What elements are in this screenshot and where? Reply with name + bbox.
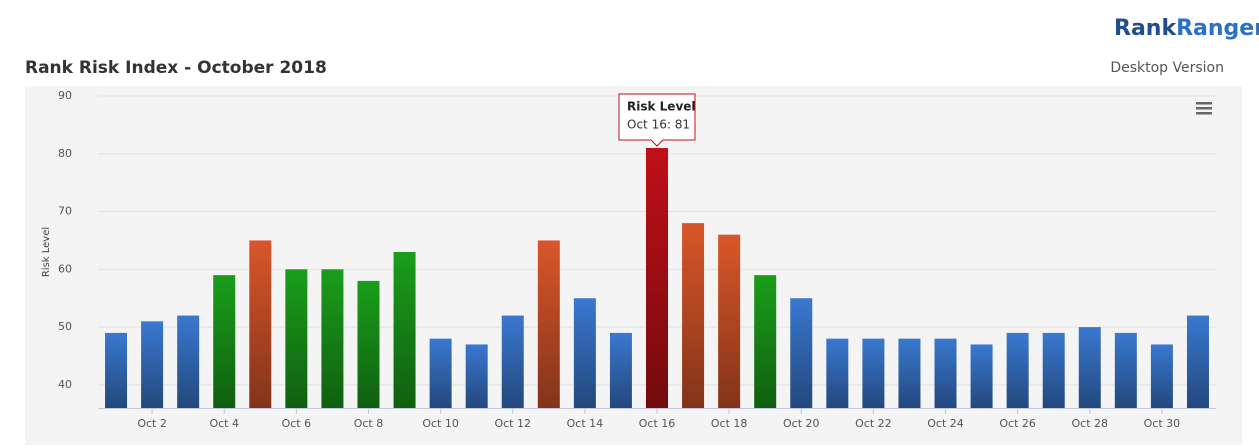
- x-tick-label: Oct 14: [567, 417, 604, 430]
- bar: [141, 321, 164, 408]
- y-tick-label: 40: [58, 378, 72, 391]
- menu-icon[interactable]: [1190, 96, 1218, 120]
- bar: [970, 344, 993, 408]
- y-tick-label: 80: [58, 147, 72, 160]
- bar: [1078, 327, 1101, 408]
- bar: [1150, 344, 1173, 408]
- logo-part: Ranger: [1176, 16, 1259, 41]
- bar: [177, 315, 200, 408]
- x-tick-label: Oct 30: [1144, 417, 1181, 430]
- bar: [862, 338, 885, 408]
- x-tick-label: Oct 24: [927, 417, 964, 430]
- logo-part: Rank: [1114, 16, 1177, 41]
- menu-line: [1196, 107, 1212, 110]
- bar: [826, 338, 849, 408]
- tooltip: Risk Level Oct 16: 81: [618, 93, 696, 147]
- x-tick-label: Oct 6: [282, 417, 312, 430]
- bar: [357, 280, 380, 408]
- x-tick-label: Oct 18: [711, 417, 748, 430]
- bar: [321, 269, 344, 408]
- bar: [718, 234, 741, 408]
- bar: [1186, 315, 1209, 408]
- bar: [501, 315, 524, 408]
- bar: [393, 252, 416, 408]
- x-tick-label: Oct 22: [855, 417, 892, 430]
- y-tick-label: 60: [58, 262, 72, 275]
- x-tick-label: Oct 26: [999, 417, 1036, 430]
- bar: [609, 332, 632, 408]
- bar: [249, 240, 272, 408]
- title: Rank Risk Index - October 2018: [25, 58, 327, 78]
- tooltip-title: Risk Level: [627, 100, 696, 114]
- bar: [213, 275, 236, 408]
- y-tick-label: 70: [58, 205, 72, 218]
- bar: [285, 269, 308, 408]
- x-tick-label: Oct 16: [639, 417, 676, 430]
- y-tick-label: 90: [58, 89, 72, 102]
- bar: [1042, 332, 1065, 408]
- bar: [1114, 332, 1137, 408]
- subtitle: Desktop Version: [1110, 60, 1224, 76]
- x-tick-label: Oct 8: [354, 417, 384, 430]
- x-tick-label: Oct 12: [494, 417, 531, 430]
- x-tick-label: Oct 4: [209, 417, 239, 430]
- bar: [898, 338, 921, 408]
- menu-line: [1196, 112, 1212, 115]
- y-tick-label: 50: [58, 320, 72, 333]
- y-axis-label: Risk Level: [41, 227, 52, 277]
- tooltip-text: Oct 16: 81: [627, 118, 690, 132]
- bar: [429, 338, 452, 408]
- menu-line: [1196, 102, 1212, 105]
- bar: [573, 298, 596, 408]
- bar: [646, 148, 668, 408]
- x-tick-label: Oct 20: [783, 417, 820, 430]
- x-tick-label: Oct 28: [1072, 417, 1109, 430]
- bar: [682, 223, 705, 408]
- logo: RankRanger: [1114, 16, 1259, 41]
- tooltip-box: [618, 93, 696, 147]
- bar: [790, 298, 813, 408]
- x-tick-label: Oct 10: [422, 417, 459, 430]
- bar: [105, 332, 128, 408]
- bar: [754, 275, 777, 408]
- bar: [934, 338, 957, 408]
- x-tick-label: Oct 2: [137, 417, 167, 430]
- bar: [465, 344, 488, 408]
- bar: [1006, 332, 1029, 408]
- bar: [537, 240, 560, 408]
